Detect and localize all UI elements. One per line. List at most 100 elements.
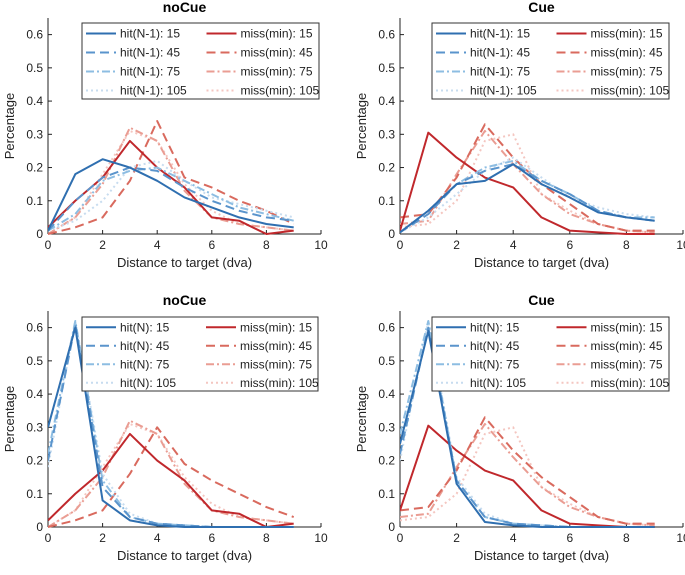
- series-line-5: [400, 416, 655, 525]
- x-tick-label: 4: [154, 531, 161, 545]
- x-tick-label: 2: [99, 531, 106, 545]
- y-tick-label: 0.4: [26, 94, 43, 108]
- legend-label-0: hit(N-1): 15: [120, 27, 180, 41]
- y-axis-label: Percentage: [354, 386, 369, 453]
- legend-label-0: hit(N): 15: [120, 320, 170, 334]
- legend-label-6: miss(min): 75: [591, 357, 663, 371]
- legend-label-7: miss(min): 105: [591, 84, 670, 98]
- x-tick-label: 4: [510, 531, 517, 545]
- y-tick-label: 0.6: [26, 28, 43, 42]
- x-axis-label: Distance to target (dva): [474, 548, 609, 563]
- x-tick-label: 10: [314, 531, 328, 545]
- x-tick-label: 10: [314, 238, 328, 252]
- legend-label-1: hit(N-1): 45: [120, 46, 180, 60]
- legend: hit(N): 15 hit(N): 45 hit(N): 75 hit(N): 10…: [81, 316, 319, 392]
- series-line-6: [48, 126, 294, 235]
- y-tick-label: 0.4: [378, 387, 395, 401]
- legend-label-2: hit(N): 75: [470, 357, 520, 371]
- x-tick-label: 0: [397, 238, 404, 252]
- y-tick-label: 0.1: [26, 487, 43, 501]
- legend-label-5: miss(min): 45: [591, 46, 663, 60]
- legend-box: [81, 22, 320, 100]
- x-tick-label: 6: [566, 531, 573, 545]
- chart-panel-0: noCue 0 0.1 0.2 0.3 0.4 0.5 0.6 0 2 4 6 8 10 Distance …: [2, 0, 328, 270]
- y-tick-label: 0: [36, 227, 43, 241]
- series-line-7: [400, 133, 655, 234]
- legend-label-6: miss(min): 75: [241, 65, 313, 79]
- x-tick-label: 2: [99, 238, 106, 252]
- series-line-5: [48, 120, 295, 235]
- x-tick-label: 0: [45, 238, 52, 252]
- y-tick-label: 0.1: [26, 194, 43, 208]
- series-line-2: [48, 166, 294, 232]
- y-tick-label: 0: [36, 520, 43, 534]
- series-line-5: [400, 123, 655, 232]
- legend-label-0: hit(N): 15: [470, 320, 520, 334]
- y-tick-label: 0.3: [378, 127, 395, 141]
- legend-label-5: miss(min): 45: [241, 46, 313, 60]
- chart-panel-3: Cue 0 0.1 0.2 0.3 0.4 0.5 0.6 0 2 4 6 8 10 Distance to…: [354, 292, 685, 563]
- legend-box: [431, 316, 670, 392]
- series-line-4: [48, 432, 294, 528]
- legend-label-3: hit(N-1): 105: [470, 84, 537, 98]
- series-line-0: [400, 329, 655, 528]
- x-tick-label: 10: [676, 531, 685, 545]
- legend-box: [81, 316, 319, 392]
- y-tick-label: 0.4: [26, 387, 43, 401]
- chart-panel-1: Cue 0 0.1 0.2 0.3 0.4 0.5 0.6 0 2 4 6 8 10 Distance to…: [354, 0, 685, 270]
- y-tick-label: 0: [388, 520, 395, 534]
- legend-label-4: miss(min): 15: [591, 320, 663, 334]
- legend-label-5: miss(min): 45: [591, 339, 663, 353]
- x-axis-label: Distance to target (dva): [474, 255, 609, 270]
- legend-label-4: miss(min): 15: [240, 320, 312, 334]
- series-line-7: [48, 129, 294, 235]
- y-tick-label: 0.2: [26, 454, 43, 468]
- legend-label-3: hit(N-1): 105: [120, 84, 187, 98]
- y-tick-label: 0: [388, 227, 395, 241]
- x-tick-label: 6: [208, 238, 215, 252]
- series-line-4: [400, 424, 655, 528]
- x-tick-label: 4: [510, 238, 517, 252]
- x-tick-label: 2: [453, 238, 460, 252]
- x-tick-label: 8: [263, 531, 270, 545]
- series-line-4: [400, 131, 655, 235]
- y-tick-label: 0.2: [26, 161, 43, 175]
- y-tick-label: 0.5: [26, 354, 43, 368]
- legend-label-2: hit(N-1): 75: [120, 65, 180, 79]
- legend-label-3: hit(N): 105: [470, 376, 526, 390]
- x-axis-label: Distance to target (dva): [117, 548, 252, 563]
- legend-label-1: hit(N): 45: [120, 339, 170, 353]
- legend-label-6: miss(min): 75: [591, 65, 663, 79]
- y-tick-label: 0.3: [378, 420, 395, 434]
- x-tick-label: 0: [45, 531, 52, 545]
- legend-label-4: miss(min): 15: [241, 27, 313, 41]
- series-line-4: [48, 139, 294, 235]
- y-tick-label: 0.1: [378, 487, 395, 501]
- x-tick-label: 2: [453, 531, 460, 545]
- y-tick-label: 0.6: [26, 321, 43, 335]
- series-line-0: [400, 163, 655, 234]
- series-line-7: [48, 422, 294, 528]
- x-tick-label: 8: [623, 238, 630, 252]
- legend-label-1: hit(N): 45: [470, 339, 520, 353]
- y-tick-label: 0.3: [26, 127, 43, 141]
- legend-label-7: miss(min): 105: [241, 84, 320, 98]
- x-tick-label: 4: [154, 238, 161, 252]
- series-line-6: [400, 422, 655, 527]
- chart-panel-2: noCue 0 0.1 0.2 0.3 0.4 0.5 0.6 0 2 4 6 8 10 Distance …: [2, 292, 328, 563]
- y-tick-label: 0.2: [378, 161, 395, 175]
- x-axis-label: Distance to target (dva): [117, 255, 252, 270]
- legend-label-1: hit(N-1): 45: [470, 46, 530, 60]
- chart-title: noCue: [163, 0, 207, 15]
- legend-label-5: miss(min): 45: [240, 339, 312, 353]
- series-line-0: [48, 326, 294, 528]
- x-tick-label: 6: [566, 238, 573, 252]
- chart-title: noCue: [163, 292, 207, 308]
- x-tick-label: 6: [208, 531, 215, 545]
- y-tick-label: 0.6: [378, 28, 395, 42]
- series-line-6: [48, 419, 294, 528]
- y-axis-label: Percentage: [2, 386, 17, 453]
- x-tick-label: 10: [676, 238, 685, 252]
- legend-label-0: hit(N-1): 15: [470, 27, 530, 41]
